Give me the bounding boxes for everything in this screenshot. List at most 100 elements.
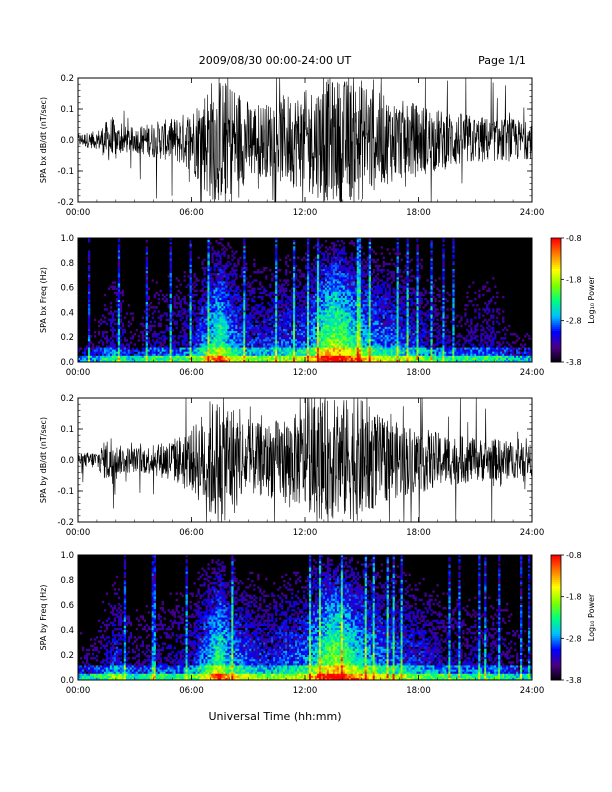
- heatmap-cell: [346, 308, 350, 311]
- heatmap-cell: [235, 275, 238, 278]
- heatmap-cell: [285, 349, 288, 352]
- heatmap-cell: [322, 310, 326, 313]
- heatmap-cell: [225, 273, 228, 276]
- heatmap-cell: [203, 310, 206, 313]
- heatmap-cell: [117, 351, 121, 355]
- heatmap-cell: [117, 258, 121, 262]
- heatmap-cell: [320, 343, 324, 346]
- heatmap-cell: [229, 322, 232, 326]
- heatmap-cell: [223, 310, 226, 313]
- heatmap-cell: [193, 341, 196, 344]
- heatmap-cell: [207, 240, 210, 243]
- heatmap-cell: [338, 285, 342, 288]
- heatmap-cell: [249, 318, 252, 321]
- heatmap-cell: [318, 281, 322, 284]
- heatmap-cell: [291, 339, 294, 342]
- heatmap-cell: [336, 283, 340, 286]
- heatmap-cell: [147, 324, 150, 328]
- heatmap-cell: [247, 285, 250, 288]
- heatmap-cell: [356, 273, 360, 276]
- heatmap-cell: [145, 248, 148, 251]
- heatmap-cell: [344, 355, 348, 359]
- heatmap-cell: [348, 285, 352, 288]
- heatmap-cell: [362, 333, 366, 336]
- heatmap-cell: [153, 355, 156, 359]
- heatmap-cell: [344, 289, 348, 293]
- heatmap-cell: [253, 357, 256, 361]
- heatmap-cell: [305, 335, 308, 338]
- heatmap-cell: [117, 359, 121, 363]
- heatmap-cell: [143, 355, 146, 359]
- heatmap-cell: [305, 306, 308, 309]
- heatmap-cell: [324, 293, 328, 297]
- heatmap-cell: [350, 335, 354, 338]
- heatmap-cell: [207, 353, 210, 357]
- heatmap-cell: [229, 324, 232, 328]
- heatmap-cell: [207, 304, 210, 307]
- heatmap-cell: [109, 357, 113, 361]
- heatmap-cell: [324, 343, 328, 346]
- heatmap-cell: [259, 357, 262, 361]
- heatmap-cell: [253, 312, 256, 315]
- heatmap-cell: [336, 252, 340, 255]
- heatmap-cell: [346, 266, 350, 270]
- heatmap-cell: [332, 250, 336, 253]
- heatmap-cell: [269, 357, 272, 361]
- heatmap-cell: [334, 341, 338, 344]
- heatmap-cell: [350, 275, 354, 278]
- heatmap-cell: [350, 310, 354, 313]
- heatmap-cell: [87, 302, 91, 305]
- heatmap-cell: [295, 293, 298, 297]
- heatmap-cell: [205, 339, 208, 342]
- heatmap-cell: [265, 347, 268, 350]
- heatmap-cell: [83, 353, 87, 357]
- heatmap-cell: [173, 295, 176, 299]
- heatmap-cell: [153, 306, 156, 309]
- heatmap-cell: [320, 357, 324, 361]
- heatmap-cell: [312, 318, 316, 321]
- heatmap-cell: [231, 312, 234, 315]
- heatmap-cell: [241, 345, 244, 348]
- heatmap-cell: [233, 353, 236, 357]
- heatmap-cell: [346, 339, 350, 342]
- heatmap-cell: [314, 262, 318, 266]
- heatmap-cell: [143, 349, 146, 352]
- heatmap-cell: [287, 264, 290, 268]
- heatmap-cell: [303, 328, 306, 332]
- heatmap-cell: [336, 322, 340, 326]
- heatmap-cell: [342, 269, 346, 272]
- heatmap-cell: [149, 326, 152, 330]
- heatmap-cell: [189, 242, 192, 245]
- heatmap-cell: [269, 293, 272, 297]
- heatmap-cell: [324, 304, 328, 307]
- heatmap-cell: [225, 283, 228, 286]
- heatmap-cell: [181, 322, 184, 326]
- heatmap-cell: [318, 355, 322, 359]
- heatmap-cell: [101, 353, 105, 357]
- heatmap-cell: [277, 310, 280, 313]
- heatmap-cell: [217, 302, 220, 305]
- heatmap-cell: [324, 310, 328, 313]
- heatmap-cell: [119, 335, 123, 338]
- heatmap-cell: [261, 341, 264, 344]
- heatmap-cell: [227, 260, 230, 264]
- heatmap-cell: [374, 306, 377, 309]
- heatmap-cell: [219, 324, 222, 328]
- heatmap-cell: [295, 349, 298, 352]
- heatmap-cell: [350, 256, 354, 259]
- heatmap-cell: [193, 312, 196, 315]
- heatmap-cell: [338, 353, 342, 357]
- heatmap-cell: [221, 281, 224, 284]
- heatmap-cell: [223, 337, 226, 340]
- heatmap-cell: [233, 256, 236, 259]
- heatmap-cell: [344, 347, 348, 350]
- heatmap-cell: [253, 345, 256, 348]
- heatmap-cell: [360, 355, 364, 359]
- heatmap-cell: [205, 359, 208, 363]
- heatmap-cell: [105, 339, 109, 342]
- heatmap-cell: [305, 337, 308, 340]
- heatmap-cell: [308, 279, 312, 282]
- heatmap-cell: [354, 347, 358, 350]
- heatmap-cell: [117, 304, 121, 307]
